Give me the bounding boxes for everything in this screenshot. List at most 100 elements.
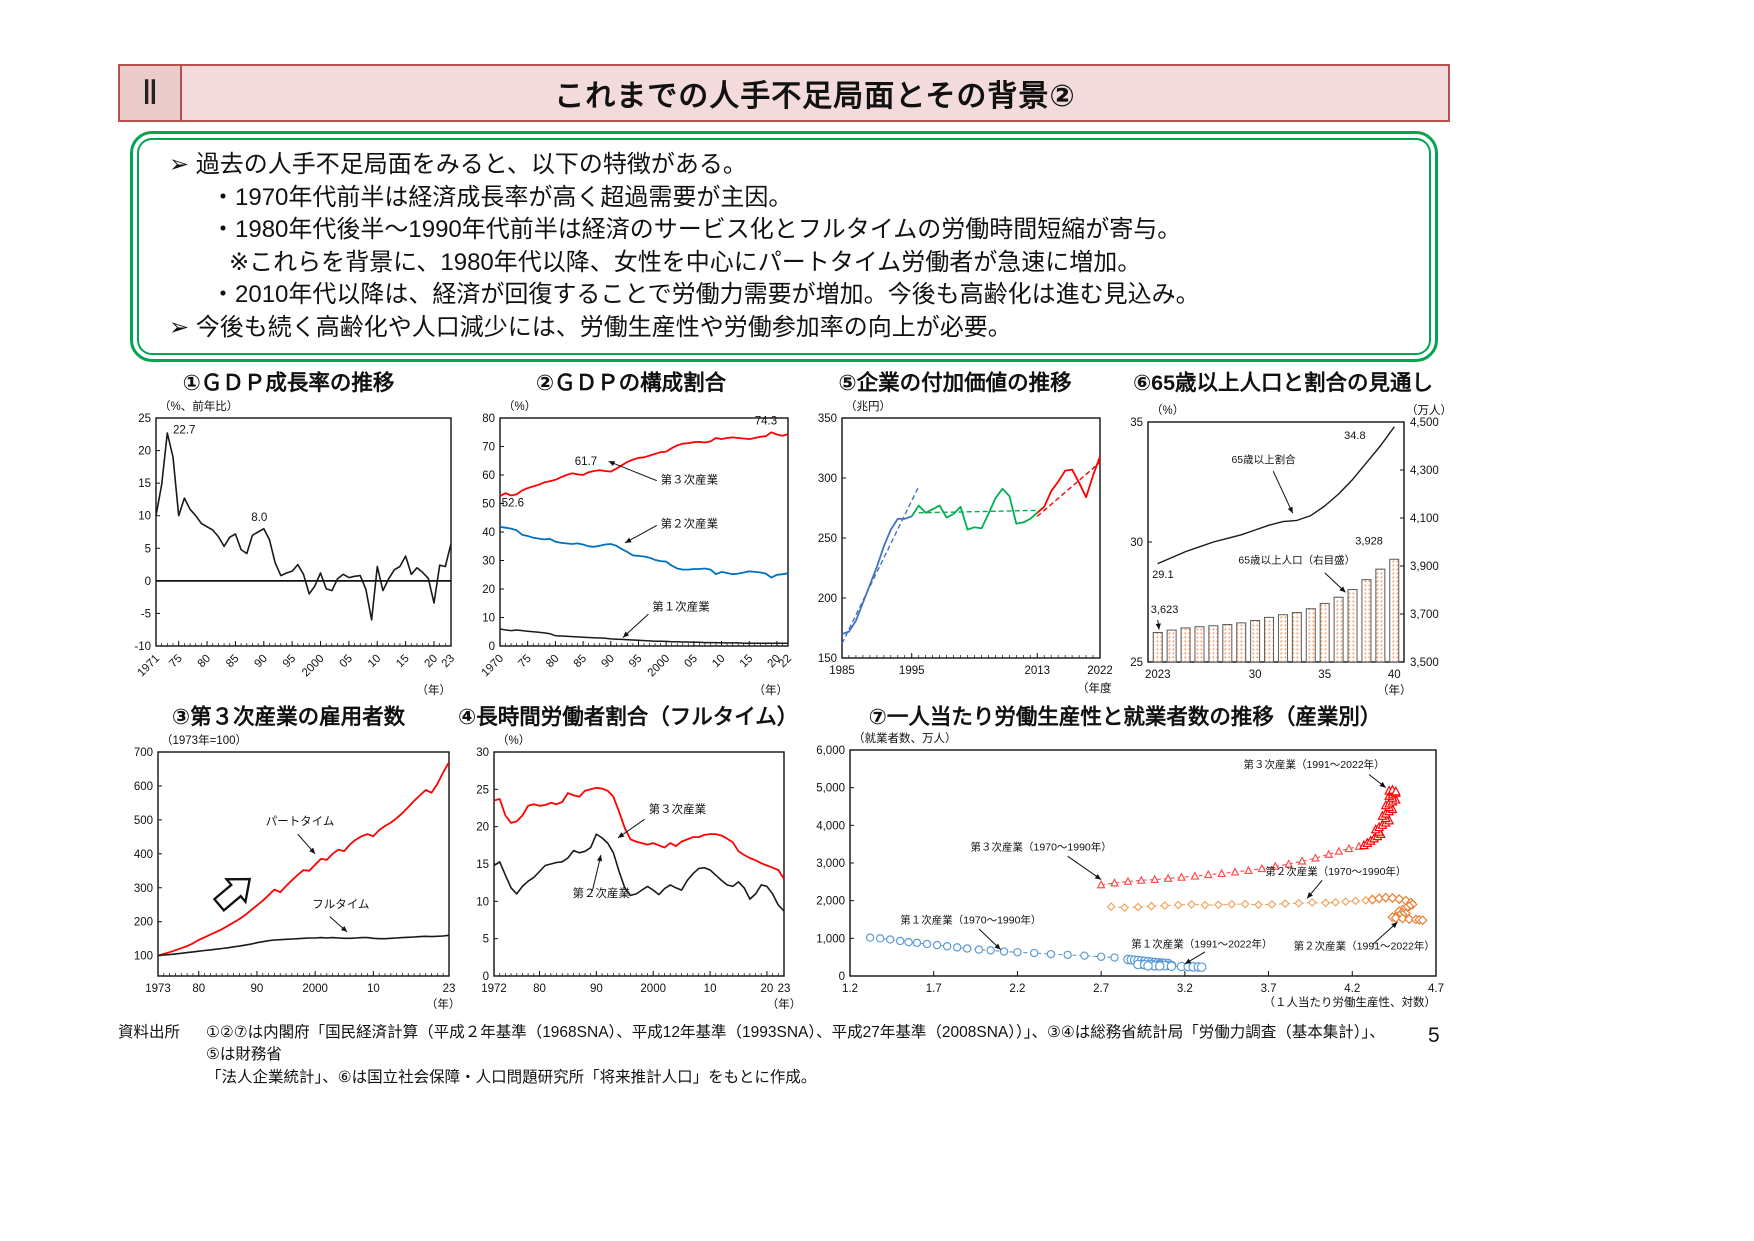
svg-text:10: 10 [138, 511, 151, 523]
svg-text:80: 80 [544, 653, 562, 671]
svg-text:4,500: 4,500 [1410, 417, 1439, 429]
summary-line: ➢ 今後も続く高齢化や人口減少には、労働生産性や労働参加率の向上が必要。 [163, 313, 1405, 343]
svg-text:3.7: 3.7 [1261, 983, 1277, 995]
svg-text:8.0: 8.0 [251, 512, 267, 524]
svg-text:85: 85 [224, 653, 242, 671]
svg-text:90: 90 [590, 983, 603, 995]
svg-text:（兆円）: （兆円） [845, 400, 891, 413]
svg-text:80: 80 [196, 653, 214, 671]
svg-text:第１次産業（1970～1990年）: 第１次産業（1970～1990年） [900, 914, 1041, 927]
svg-text:05: 05 [337, 653, 355, 671]
svg-text:（就業者数、万人）: （就業者数、万人） [853, 731, 957, 745]
svg-text:パートタイム: パートタイム [266, 815, 335, 828]
bullet-marker: ・ [211, 281, 235, 309]
svg-text:15: 15 [138, 478, 151, 490]
svg-text:2,000: 2,000 [816, 896, 845, 908]
svg-text:4,300: 4,300 [1410, 465, 1439, 477]
svg-text:100: 100 [134, 951, 153, 963]
svg-text:74.3: 74.3 [755, 415, 777, 427]
svg-text:23: 23 [778, 983, 791, 995]
source-note: 資料出所 ①②⑦は内閣府「国民経済計算（平成２年基準（1968SNA）、平成12… [118, 1022, 1398, 1089]
summary-box: ➢ 過去の人手不足局面をみると、以下の特徴がある。・ 1970年代前半は経済成長率… [130, 131, 1438, 362]
svg-text:0: 0 [483, 971, 489, 983]
chart-gdp_composition: ②ＧＤＰの構成割合 0 10 20 30 40 50 60 70 80 1970 75 80 85 90 9… [464, 366, 798, 704]
svg-text:4,000: 4,000 [816, 820, 845, 832]
svg-text:75: 75 [516, 653, 534, 671]
svg-text:90: 90 [252, 653, 270, 671]
svg-text:-10: -10 [134, 641, 151, 653]
svg-text:34.8: 34.8 [1344, 430, 1365, 442]
svg-text:200: 200 [134, 917, 153, 929]
chart-gdp_growth: ①ＧＤＰ成長率の推移 -10 -5 0 5 10 15 20 25 1971 75 80 85 90 95… [116, 366, 461, 704]
svg-text:（%）: （%） [497, 734, 530, 747]
svg-text:（1973年=100）: （1973年=100） [161, 733, 247, 747]
svg-text:2013: 2013 [1024, 665, 1050, 677]
svg-text:1.2: 1.2 [842, 983, 858, 995]
bullet-marker: ・ [211, 183, 235, 211]
svg-text:10: 10 [367, 983, 380, 995]
svg-text:第２次産業（1970～1990年）: 第２次産業（1970～1990年） [1265, 865, 1406, 878]
svg-text:300: 300 [134, 883, 153, 895]
chart-title: ⑥65歳以上人口と割合の見通し [1132, 371, 1434, 395]
svg-text:（年）: （年） [1377, 683, 1412, 697]
svg-text:65歳以上割合: 65歳以上割合 [1231, 453, 1296, 466]
svg-text:23: 23 [440, 653, 458, 671]
chart-value_added-canvas: 150 200 250 300 350 1985 1995 2013 2022 （兆円） （年度） [798, 392, 1123, 704]
svg-text:30: 30 [1249, 669, 1262, 681]
svg-text:20: 20 [482, 584, 495, 596]
svg-text:（%）: （%） [1151, 404, 1184, 417]
svg-text:23: 23 [443, 983, 456, 995]
source-label: 資料出所 [118, 1024, 181, 1041]
svg-text:500: 500 [134, 815, 153, 827]
svg-text:5,000: 5,000 [816, 783, 845, 795]
source-line1: ①②⑦は内閣府「国民経済計算（平成２年基準（1968SNA）、平成12年基準（1… [206, 1024, 1385, 1064]
svg-text:25: 25 [476, 784, 489, 796]
svg-text:1995: 1995 [899, 665, 925, 677]
svg-text:（万人）: （万人） [1406, 404, 1452, 417]
svg-text:25: 25 [1130, 657, 1143, 669]
bullet-marker: ・ [211, 216, 235, 244]
svg-text:10: 10 [482, 613, 495, 625]
source-line2: 「法人企業統計」、⑥は国立社会保障・人口問題研究所「将来推計人口」をもとに作成。 [206, 1068, 817, 1086]
svg-text:1.7: 1.7 [926, 983, 942, 995]
svg-text:2022: 2022 [1087, 665, 1112, 677]
bullet-marker: ➢ [169, 313, 196, 341]
page-title: これまでの人手不足局面とその背景② [554, 80, 1076, 113]
svg-text:第３次産業（1991～2022年）: 第３次産業（1991～2022年） [1243, 758, 1384, 771]
svg-text:第３次産業: 第３次産業 [661, 473, 719, 487]
svg-text:（%）: （%） [503, 400, 536, 413]
svg-text:10: 10 [710, 653, 728, 671]
chart-long_hours-canvas: 0 5 10 15 20 25 30 1972 80 90 2000 10 20 23 （%） （年） 第３次産… [458, 726, 801, 1018]
svg-text:1970: 1970 [480, 653, 507, 680]
svg-text:2.2: 2.2 [1009, 983, 1025, 995]
svg-text:2.7: 2.7 [1093, 983, 1109, 995]
svg-text:（年）: （年） [754, 683, 789, 697]
svg-text:第２次産業: 第２次産業 [661, 517, 719, 531]
svg-text:（年）: （年） [426, 997, 461, 1011]
svg-text:-5: -5 [141, 608, 151, 620]
svg-text:15: 15 [738, 653, 756, 671]
svg-text:200: 200 [818, 593, 837, 605]
svg-text:2000: 2000 [300, 653, 327, 680]
svg-text:400: 400 [134, 849, 153, 861]
chart-gdp_growth-canvas: -10 -5 0 5 10 15 20 25 1971 75 80 85 90 95 2000 05 10 15 2… [116, 392, 461, 704]
svg-text:（１人当たり労働生産性、対数）: （１人当たり労働生産性、対数） [1264, 995, 1437, 1009]
svg-text:75: 75 [167, 653, 185, 671]
chart-gdp_composition-canvas: 0 10 20 30 40 50 60 70 80 1970 75 80 85 90 95 2000 05 10 1… [464, 392, 798, 704]
svg-text:80: 80 [482, 413, 495, 425]
svg-text:700: 700 [134, 747, 153, 759]
svg-text:2023: 2023 [1145, 669, 1171, 681]
svg-text:4,100: 4,100 [1410, 513, 1439, 525]
summary-line: ※ これらを背景に、1980年代以降、女性を中心にパートタイム労働者が急速に増加。 [163, 248, 1405, 278]
svg-text:30: 30 [482, 556, 495, 568]
svg-text:（年）: （年） [767, 997, 798, 1011]
bullet-marker: ※ [229, 248, 250, 276]
svg-text:2000: 2000 [646, 653, 673, 680]
svg-text:第３次産業（1970～1990年）: 第３次産業（1970～1990年） [971, 841, 1112, 854]
svg-text:2000: 2000 [640, 983, 666, 995]
svg-text:3,500: 3,500 [1410, 657, 1439, 669]
svg-text:25: 25 [138, 413, 151, 425]
svg-text:20: 20 [138, 446, 151, 458]
svg-text:70: 70 [482, 442, 495, 454]
chart-tertiary_employment-canvas: 100 200 300 400 500 600 700 1973 80 90 2000 10 23 （19… [116, 726, 461, 1018]
